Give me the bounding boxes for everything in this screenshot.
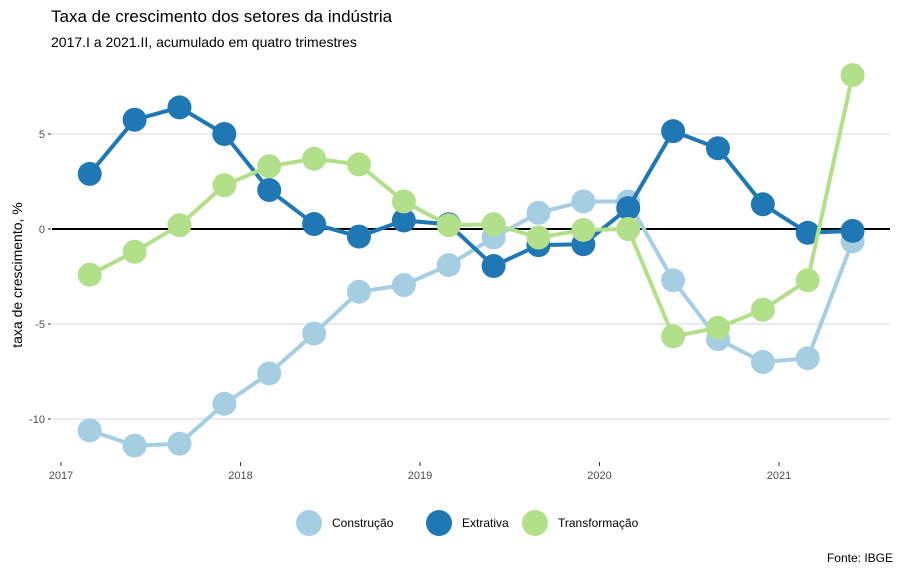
point-extrativa — [167, 95, 192, 120]
point-construcao — [526, 200, 551, 225]
x-tick-label: 2021 — [767, 470, 791, 482]
y-axis: -10 -5 0 5 — [29, 129, 51, 426]
point-construcao — [571, 189, 596, 214]
point-extrativa — [481, 254, 506, 279]
x-axis: 2017 2018 2019 2020 2021 — [49, 462, 791, 482]
point-transformacao — [257, 154, 282, 179]
point-transformacao — [795, 268, 820, 293]
legend-label-construcao: Construção — [332, 516, 394, 530]
point-transformacao — [571, 217, 596, 242]
point-extrativa — [840, 218, 865, 243]
source-caption: Fonte: IBGE — [826, 551, 893, 565]
legend: Construção Extrativa Transformação — [0, 508, 901, 538]
point-extrativa — [705, 136, 730, 161]
series-extrativa — [77, 95, 865, 279]
point-transformacao — [391, 189, 416, 214]
y-tick-label: -5 — [35, 319, 45, 331]
point-extrativa — [346, 224, 371, 249]
series-group — [77, 63, 865, 458]
point-construcao — [77, 418, 102, 443]
point-transformacao — [661, 324, 686, 349]
point-extrativa — [77, 161, 102, 186]
line-extrativa — [88, 105, 853, 269]
line-transformacao — [88, 74, 855, 339]
legend-key-extrativa — [426, 510, 452, 536]
point-extrativa — [795, 220, 820, 245]
point-transformacao — [705, 315, 730, 340]
point-transformacao — [616, 217, 641, 241]
point-transformacao — [167, 213, 192, 238]
chart-subtitle: 2017.I a 2021.II, acumulado em quatro tr… — [51, 34, 357, 50]
point-transformacao — [481, 212, 506, 237]
y-tick-label: -10 — [29, 414, 45, 426]
point-transformacao — [436, 213, 461, 238]
point-transformacao — [526, 225, 551, 250]
point-extrativa — [391, 208, 416, 233]
series-transformacao — [77, 63, 865, 349]
point-extrativa — [212, 122, 237, 146]
legend-key-construcao — [296, 510, 322, 536]
point-construcao — [257, 361, 282, 386]
point-construcao — [346, 279, 371, 304]
legend-label-extrativa: Extrativa — [462, 516, 509, 530]
point-transformacao — [840, 63, 865, 88]
point-construcao — [302, 321, 327, 346]
legend-item-extrativa: Extrativa — [426, 508, 509, 538]
gridlines — [52, 133, 890, 420]
point-construcao — [795, 346, 820, 371]
point-transformacao — [302, 146, 327, 171]
x-tick-label: 2019 — [408, 470, 432, 482]
legend-key-transformacao — [522, 510, 548, 536]
point-construcao — [212, 391, 237, 416]
point-extrativa — [122, 107, 147, 132]
point-extrativa — [750, 192, 775, 217]
point-transformacao — [346, 152, 371, 177]
point-construcao — [661, 268, 686, 293]
x-tick-label: 2017 — [49, 470, 73, 482]
chart-title: Taxa de crescimento dos setores da indús… — [51, 7, 393, 26]
plot-area: -10 -5 0 5 2017 2018 2019 2020 2021 — [29, 63, 890, 482]
legend-item-construcao: Construção — [296, 508, 393, 538]
point-transformacao — [122, 239, 147, 264]
point-extrativa — [661, 119, 686, 144]
y-tick-label: 5 — [39, 129, 45, 141]
point-transformacao — [750, 297, 775, 322]
point-extrativa — [257, 178, 282, 203]
point-transformacao — [212, 173, 237, 198]
point-construcao — [436, 253, 461, 278]
y-tick-label: 0 — [39, 224, 45, 236]
legend-item-transformacao: Transformação — [522, 508, 638, 538]
point-extrativa — [302, 212, 327, 237]
point-construcao — [391, 273, 416, 298]
point-construcao — [167, 431, 192, 456]
x-tick-label: 2018 — [228, 470, 252, 482]
point-transformacao — [77, 262, 102, 287]
point-construcao — [750, 350, 775, 374]
legend-label-transformacao: Transformação — [558, 516, 639, 530]
x-tick-label: 2020 — [587, 470, 611, 482]
point-construcao — [122, 433, 147, 458]
point-extrativa — [616, 196, 641, 221]
